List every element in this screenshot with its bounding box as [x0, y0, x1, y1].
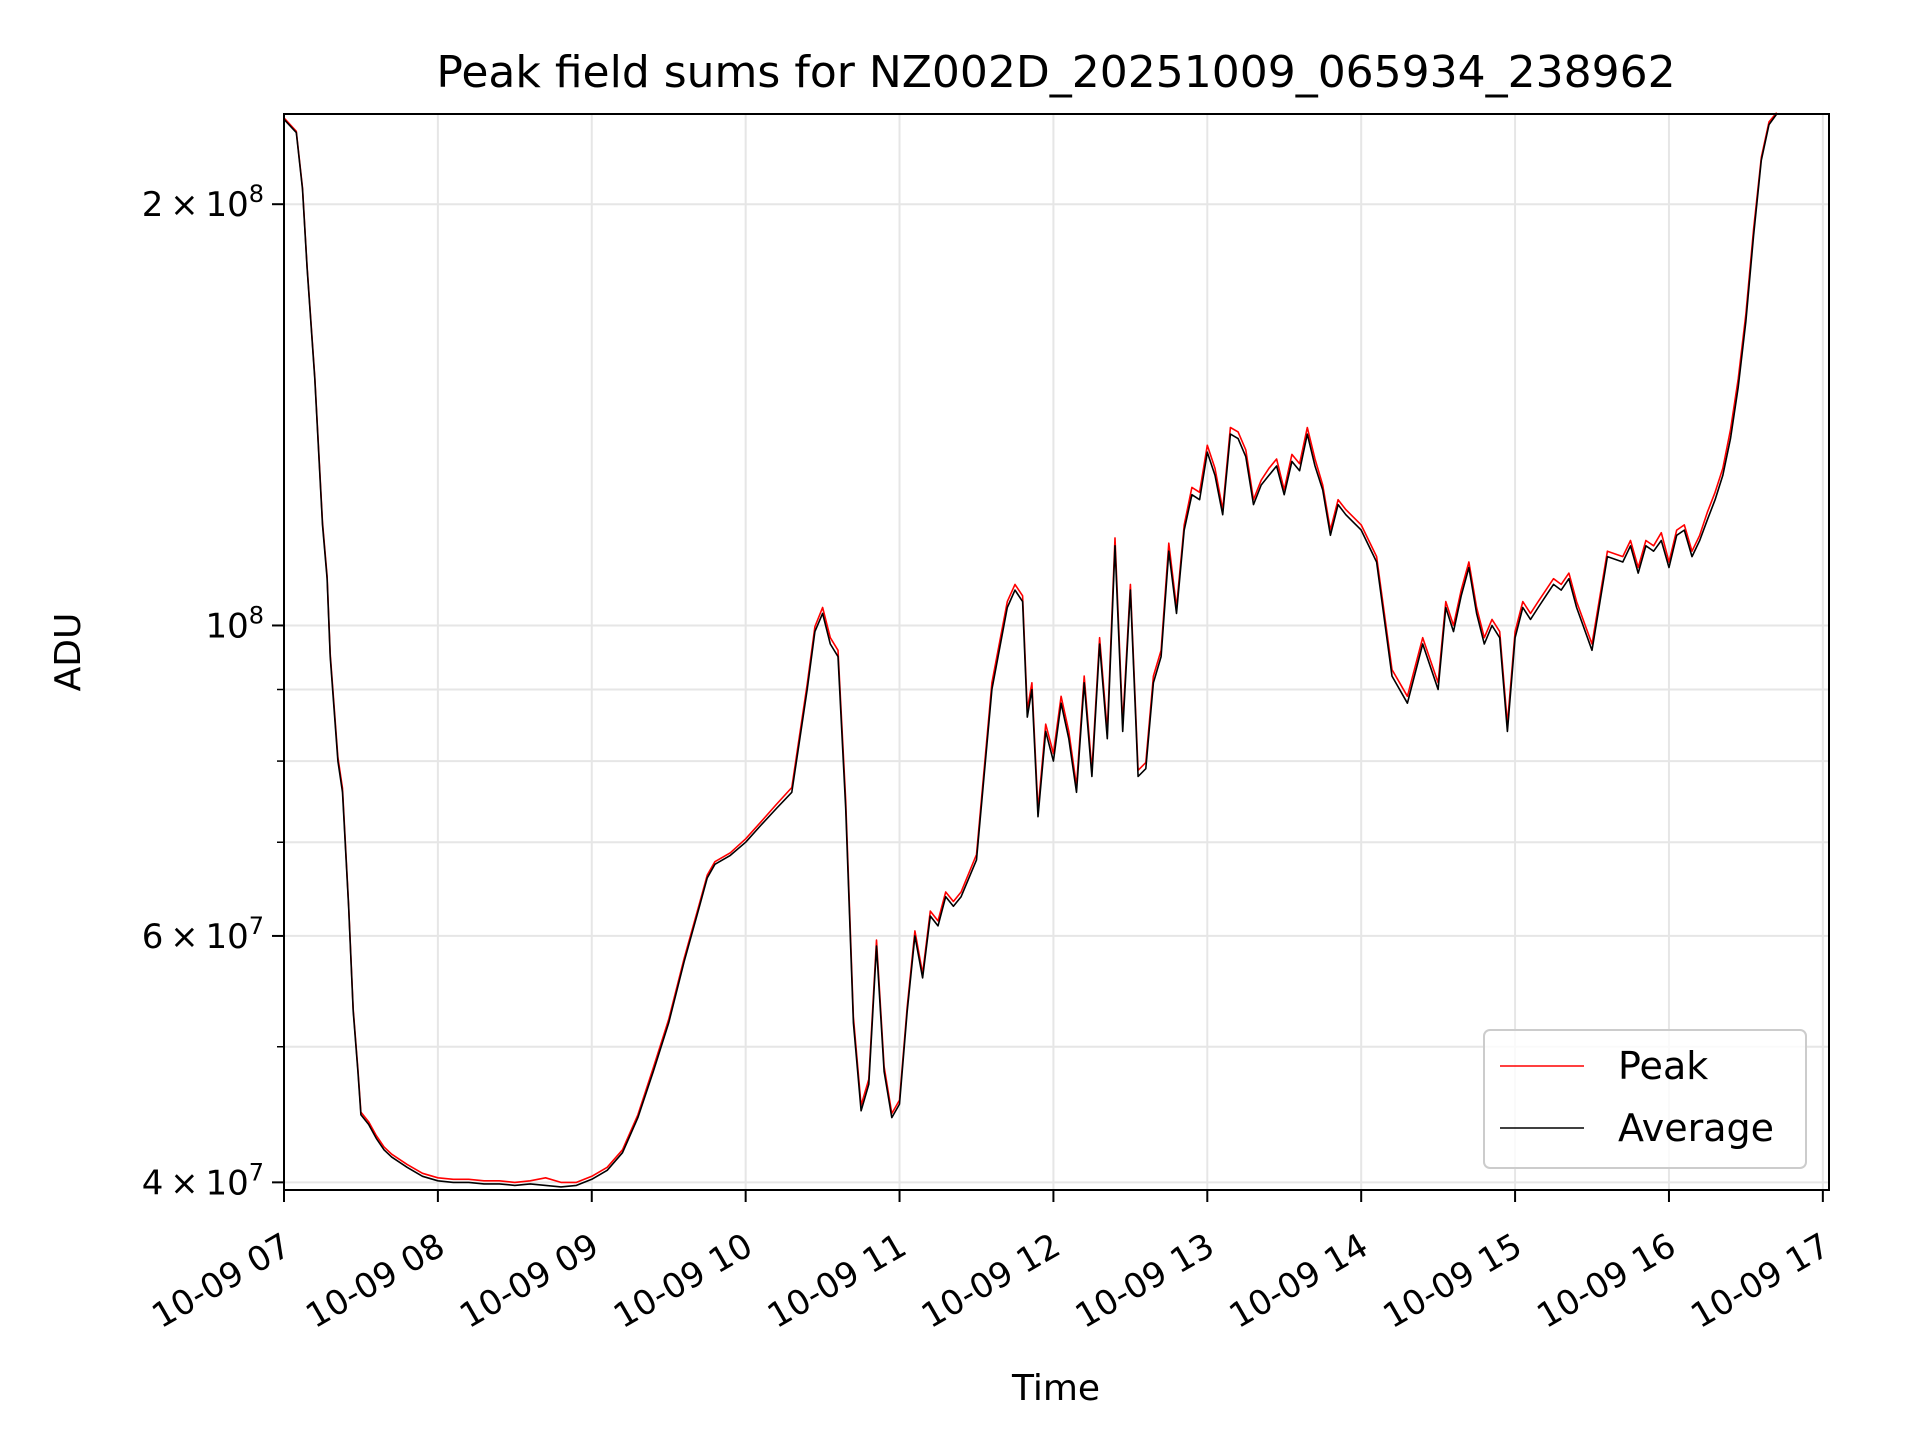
y-axis-title: ADU: [48, 613, 89, 692]
legend-box: [1483, 1029, 1807, 1169]
y-tick-label: 2 × 108: [142, 180, 264, 225]
series-average-line: [283, 113, 1778, 1188]
chart-title: Peak field sums for NZ002D_20251009_0659…: [436, 47, 1675, 98]
y-axis: 4 × 107 6 × 107 108 2 × 108: [142, 180, 284, 1203]
y-tick-label: 4 × 107: [142, 1158, 264, 1203]
y-tick-label: 6 × 107: [142, 912, 264, 957]
legend-label-peak: Peak: [1618, 1044, 1708, 1088]
legend: Peak Average: [1483, 1029, 1807, 1169]
plot-frame: [283, 113, 1830, 1191]
grid: [283, 114, 1829, 1190]
x-axis-title: Time: [1011, 1368, 1100, 1409]
plot-lines: [283, 112, 1778, 1188]
legend-label-average: Average: [1618, 1106, 1774, 1150]
y-tick-label: 108: [205, 601, 264, 646]
